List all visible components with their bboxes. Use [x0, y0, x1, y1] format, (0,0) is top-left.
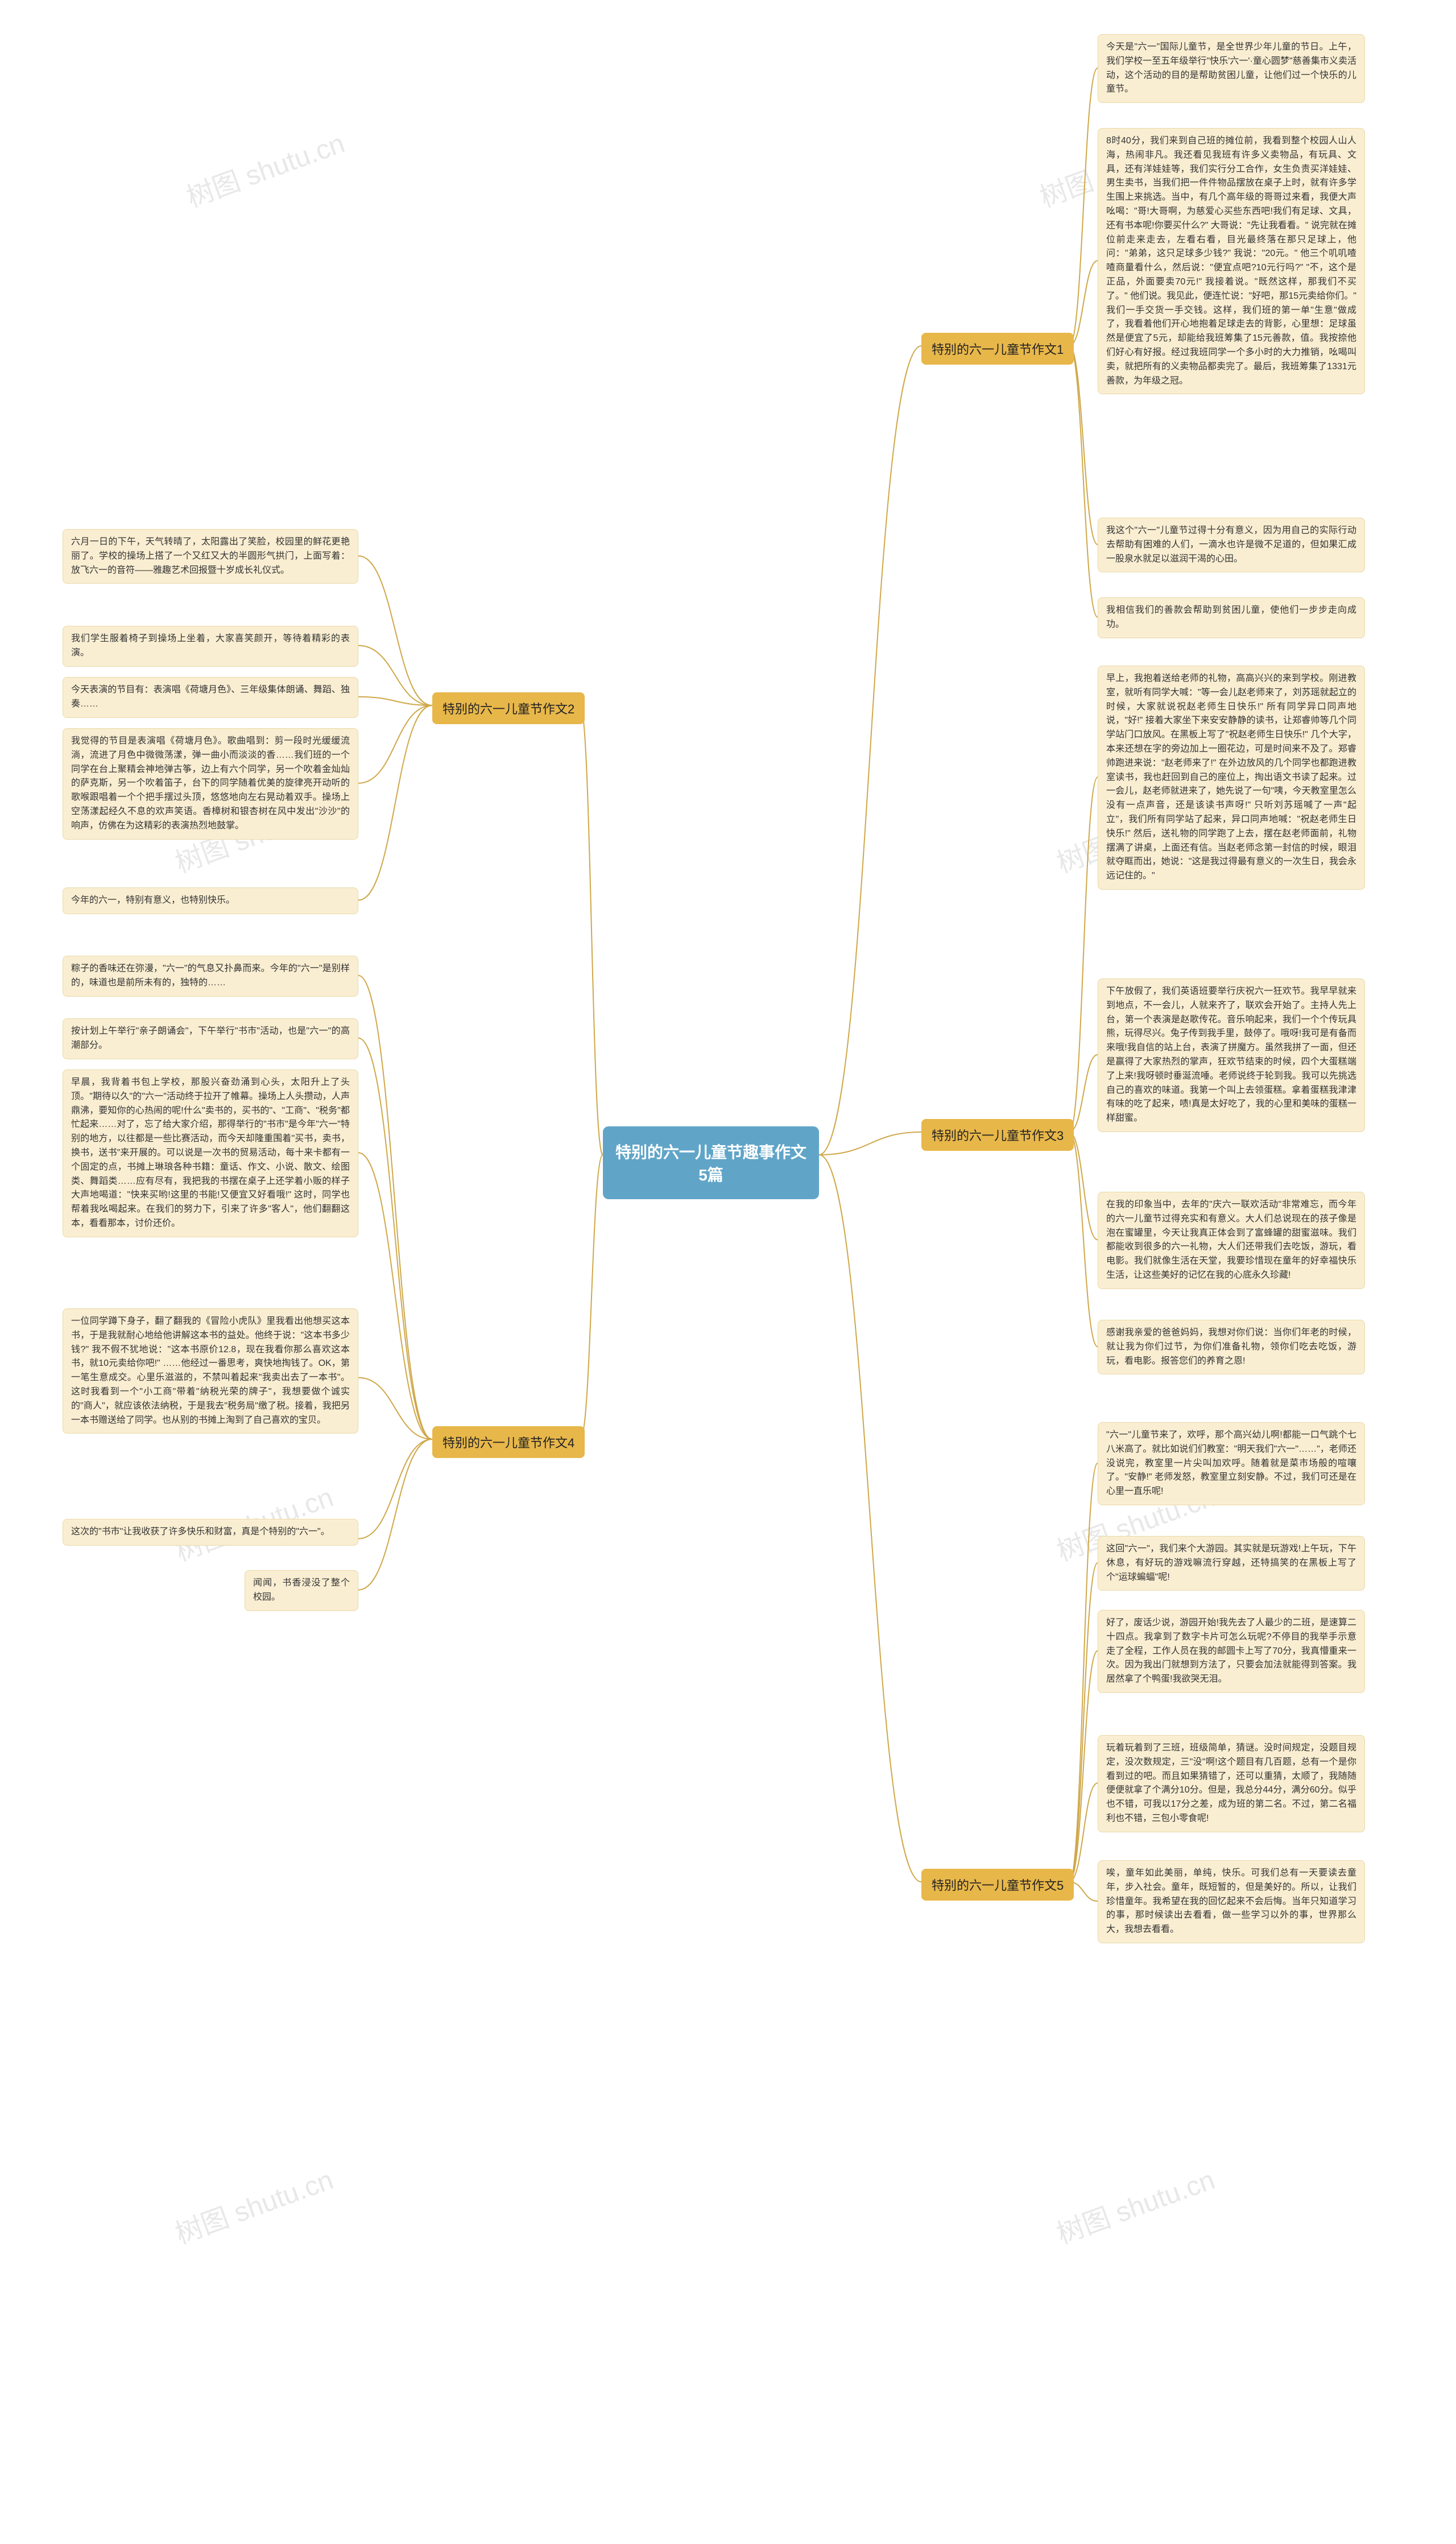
leaf-node: 唉，童年如此美丽，单纯，快乐。可我们总有一天要读去童年，步入社会。童年，既短暂的… [1098, 1860, 1365, 1943]
leaf-text: 今天表演的节目有：表演唱《荷塘月色》、三年级集体朗诵、舞蹈、独奏…… [71, 683, 350, 712]
leaf-text: 我觉得的节目是表演唱《荷塘月色》。歌曲唱到：剪一段时光缓缓流淌，流进了月色中微微… [71, 734, 350, 833]
leaf-node: 今年的六一，特别有意义，也特别快乐。 [63, 887, 358, 914]
branch-label: 特别的六一儿童节作文1 [932, 342, 1064, 357]
leaf-node: 这次的"书市"让我收获了许多快乐和财富，真是个特别的"六一"。 [63, 1519, 358, 1546]
leaf-text: 8时40分，我们来到自己班的摊位前，我看到整个校园人山人海，热闹非凡。我还看见我… [1106, 134, 1356, 388]
leaf-text: 这回"六一"，我们来个大游园。其实就是玩游戏!上午玩，下午休息，有好玩的游戏嘛流… [1106, 1542, 1356, 1584]
leaf-text: 玩着玩着到了三班，班级简单，猜谜。没时间规定，没题目规定，没次数规定，三"没"啊… [1106, 1741, 1356, 1826]
leaf-node: 我觉得的节目是表演唱《荷塘月色》。歌曲唱到：剪一段时光缓缓流淌，流进了月色中微微… [63, 728, 358, 840]
leaf-node: 我这个"六一"儿童节过得十分有意义，因为用自己的实际行动去帮助有困难的人们，一滴… [1098, 518, 1365, 572]
leaf-node: 六月一日的下午，天气转晴了，太阳露出了笑脸，校园里的鲜花更艳丽了。学校的操场上搭… [63, 529, 358, 584]
leaf-text: 我这个"六一"儿童节过得十分有意义，因为用自己的实际行动去帮助有困难的人们，一滴… [1106, 524, 1356, 566]
leaf-text: 好了，废话少说，游园开始!我先去了人最少的二班，是速算二十四点。我拿到了数字卡片… [1106, 1616, 1356, 1687]
branch-node-b2: 特别的六一儿童节作文2 [432, 692, 585, 724]
leaf-node: 按计划上午举行"亲子朗诵会"，下午举行"书市"活动，也是"六一"的高潮部分。 [63, 1018, 358, 1059]
leaf-text: 早上，我抱着送给老师的礼物，高高兴兴的来到学校。刚进教室，就听有同学大喊："等一… [1106, 672, 1356, 883]
leaf-node: 一位同学蹲下身子，翻了翻我的《冒险小虎队》里我看出他想买这本书，于是我就耐心地给… [63, 1308, 358, 1434]
leaf-node: 在我的印象当中，去年的"庆六一联欢活动"非常难忘，而今年的六一儿童节过得充实和有… [1098, 1192, 1365, 1289]
branch-label: 特别的六一儿童节作文5 [932, 1878, 1064, 1893]
watermark: 树图 shutu.cn [169, 2157, 338, 2251]
leaf-text: 我相信我们的善款会帮助到贫困儿童，使他们一步步走向成功。 [1106, 604, 1356, 632]
leaf-text: 闻闻，书香浸没了整个校园。 [253, 1576, 350, 1605]
leaf-node: 粽子的香味还在弥漫，"六一"的气息又扑鼻而来。今年的"六一"是别样的，味道也是前… [63, 956, 358, 997]
leaf-node: 感谢我亲爱的爸爸妈妈，我想对你们说：当你们年老的时候，就让我为你们过节，为你们准… [1098, 1320, 1365, 1374]
leaf-text: "六一"儿童节来了，欢呼，那个高兴幼儿啊!都能一口气跳个七八米高了。就比如说们们… [1106, 1428, 1356, 1499]
leaf-text: 六月一日的下午，天气转晴了，太阳露出了笑脸，校园里的鲜花更艳丽了。学校的操场上搭… [71, 535, 350, 577]
branch-node-b1: 特别的六一儿童节作文1 [921, 333, 1074, 365]
branch-node-b4: 特别的六一儿童节作文4 [432, 1426, 585, 1458]
leaf-node: 我相信我们的善款会帮助到贫困儿童，使他们一步步走向成功。 [1098, 597, 1365, 638]
leaf-node: 今天表演的节目有：表演唱《荷塘月色》、三年级集体朗诵、舞蹈、独奏…… [63, 677, 358, 718]
leaf-text: 粽子的香味还在弥漫，"六一"的气息又扑鼻而来。今年的"六一"是别样的，味道也是前… [71, 962, 350, 990]
branch-node-b5: 特别的六一儿童节作文5 [921, 1869, 1074, 1901]
leaf-text: 今天是"六一"国际儿童节，是全世界少年儿童的节日。上午，我们学校一至五年级举行"… [1106, 40, 1356, 97]
watermark: 树图 shutu.cn [180, 121, 349, 214]
watermark: 树图 shutu.cn [1050, 2157, 1219, 2251]
leaf-node: "六一"儿童节来了，欢呼，那个高兴幼儿啊!都能一口气跳个七八米高了。就比如说们们… [1098, 1422, 1365, 1505]
leaf-text: 今年的六一，特别有意义，也特别快乐。 [71, 894, 235, 908]
center-node: 特别的六一儿童节趣事作文5篇 [603, 1126, 819, 1199]
leaf-node: 这回"六一"，我们来个大游园。其实就是玩游戏!上午玩，下午休息，有好玩的游戏嘛流… [1098, 1536, 1365, 1591]
leaf-node: 早晨，我背着书包上学校，那股兴奋劲涌到心头，太阳升上了头顶。"期待以久"的"六一… [63, 1069, 358, 1237]
leaf-text: 一位同学蹲下身子，翻了翻我的《冒险小虎队》里我看出他想买这本书，于是我就耐心地给… [71, 1315, 350, 1427]
branch-label: 特别的六一儿童节作文2 [442, 702, 574, 716]
leaf-node: 玩着玩着到了三班，班级简单，猜谜。没时间规定，没题目规定，没次数规定，三"没"啊… [1098, 1735, 1365, 1832]
center-label: 特别的六一儿童节趣事作文5篇 [615, 1143, 806, 1184]
leaf-node: 我们学生服着椅子到操场上坐着，大家喜笑颜开，等待着精彩的表演。 [63, 626, 358, 667]
leaf-text: 按计划上午举行"亲子朗诵会"，下午举行"书市"活动，也是"六一"的高潮部分。 [71, 1025, 350, 1053]
leaf-text: 我们学生服着椅子到操场上坐着，大家喜笑颜开，等待着精彩的表演。 [71, 632, 350, 660]
leaf-node: 下午放假了，我们英语班要举行庆祝六一狂欢节。我早早就来到地点，不一会儿，人就来齐… [1098, 978, 1365, 1132]
branch-label: 特别的六一儿童节作文3 [932, 1129, 1064, 1143]
leaf-text: 在我的印象当中，去年的"庆六一联欢活动"非常难忘，而今年的六一儿童节过得充实和有… [1106, 1198, 1356, 1283]
leaf-text: 下午放假了，我们英语班要举行庆祝六一狂欢节。我早早就来到地点，不一会儿，人就来齐… [1106, 985, 1356, 1126]
leaf-node: 早上，我抱着送给老师的礼物，高高兴兴的来到学校。刚进教室，就听有同学大喊："等一… [1098, 666, 1365, 890]
leaf-node: 闻闻，书香浸没了整个校园。 [245, 1570, 358, 1611]
leaf-node: 8时40分，我们来到自己班的摊位前，我看到整个校园人山人海，热闹非凡。我还看见我… [1098, 128, 1365, 394]
leaf-text: 唉，童年如此美丽，单纯，快乐。可我们总有一天要读去童年，步入社会。童年，既短暂的… [1106, 1866, 1356, 1937]
leaf-node: 今天是"六一"国际儿童节，是全世界少年儿童的节日。上午，我们学校一至五年级举行"… [1098, 34, 1365, 103]
leaf-text: 感谢我亲爱的爸爸妈妈，我想对你们说：当你们年老的时候，就让我为你们过节，为你们准… [1106, 1326, 1356, 1368]
branch-label: 特别的六一儿童节作文4 [442, 1436, 574, 1450]
leaf-node: 好了，废话少说，游园开始!我先去了人最少的二班，是速算二十四点。我拿到了数字卡片… [1098, 1610, 1365, 1693]
branch-node-b3: 特别的六一儿童节作文3 [921, 1119, 1074, 1151]
leaf-text: 早晨，我背着书包上学校，那股兴奋劲涌到心头，太阳升上了头顶。"期待以久"的"六一… [71, 1076, 350, 1231]
leaf-text: 这次的"书市"让我收获了许多快乐和财富，真是个特别的"六一"。 [71, 1525, 330, 1539]
